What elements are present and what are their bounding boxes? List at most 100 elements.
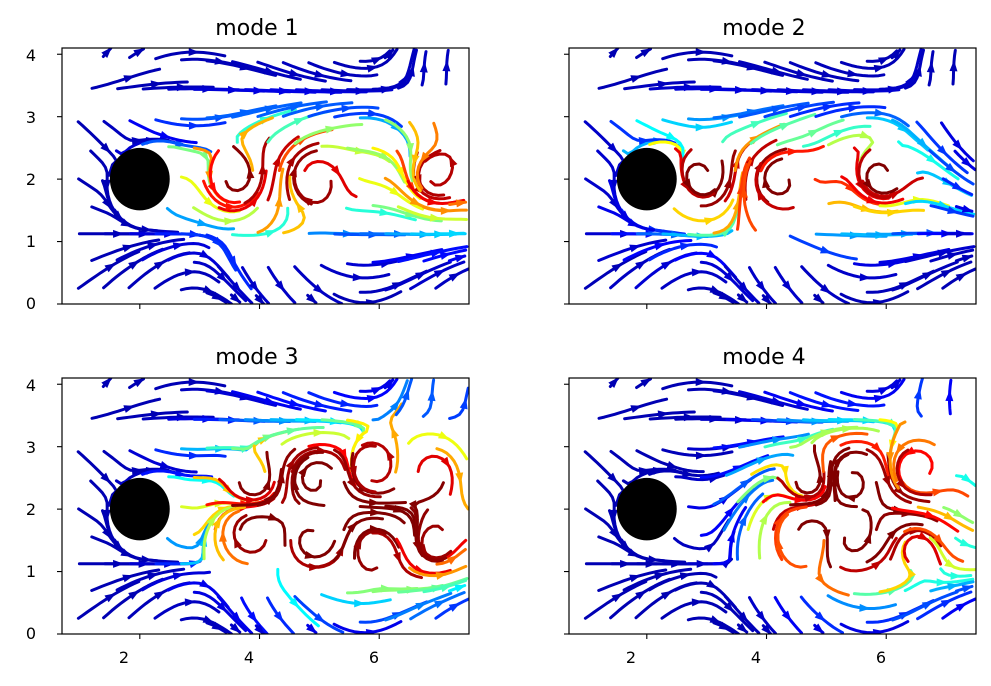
- streamline-arrow: [104, 263, 116, 273]
- streamline-arrow: [937, 145, 948, 156]
- streamline-arrow: [301, 196, 313, 206]
- streamline-arrow: [427, 197, 439, 206]
- streamline-arrow: [847, 69, 859, 78]
- streamline-arrow: [657, 80, 670, 89]
- streamline-arrow: [448, 603, 461, 612]
- x-tick-label: 4: [751, 648, 761, 667]
- streamline-arrow: [401, 388, 410, 401]
- streamline-arrow: [629, 574, 641, 583]
- streamline-arrow: [370, 508, 382, 517]
- streamline-arrow: [100, 142, 111, 154]
- streamline-arrow: [844, 494, 857, 503]
- cylinder-obstacle: [616, 147, 677, 211]
- streamline-arrow: [724, 506, 735, 518]
- streamline-arrow: [128, 590, 140, 600]
- streamline-arrow: [872, 299, 885, 304]
- streamline-arrow: [848, 104, 860, 113]
- streamline-arrow: [264, 230, 277, 238]
- streamline-arrow: [873, 64, 886, 73]
- streamline-arrow: [153, 260, 166, 270]
- streamline-arrow: [150, 80, 163, 89]
- streamline-arrow: [409, 196, 422, 206]
- streamline-arrow: [629, 244, 641, 253]
- streamline-arrow: [262, 478, 271, 491]
- x-tick-label: 4: [244, 648, 254, 667]
- streamline-arrow: [440, 584, 452, 593]
- streamline-arrow: [174, 139, 187, 148]
- streamline-arrow: [724, 177, 732, 189]
- streamline-arrow: [440, 206, 452, 215]
- streamline-arrow: [955, 602, 968, 612]
- streamline-arrow: [150, 410, 163, 419]
- streamline-arrow: [691, 268, 703, 277]
- x-tick-label: 6: [876, 648, 886, 667]
- streamline-arrow: [248, 280, 259, 292]
- streamline-arrow: [406, 143, 415, 155]
- streamline-arrow: [926, 154, 938, 164]
- streamline-arrow: [133, 48, 145, 58]
- streamline-arrow: [640, 48, 652, 58]
- streamline-arrow: [736, 622, 748, 634]
- streamline-arrow: [874, 108, 886, 117]
- streamlines: [76, 48, 469, 304]
- streamline-arrow: [312, 283, 325, 294]
- streamline-arrow: [771, 66, 783, 75]
- streamline-arrow: [230, 281, 242, 293]
- streamline-arrow: [893, 484, 905, 496]
- streamline-arrow: [430, 249, 443, 258]
- streamline-arrow: [896, 478, 907, 490]
- streamline-arrow: [306, 623, 318, 634]
- streamline-arrow: [203, 196, 215, 207]
- axes-frame: [61, 47, 470, 305]
- streamline-arrow: [122, 574, 134, 583]
- streamline-arrow: [123, 75, 136, 83]
- streamline-arrow: [737, 611, 749, 623]
- streamline-arrow: [393, 551, 401, 564]
- streamline-arrow: [340, 399, 352, 408]
- streamline-arrow: [660, 260, 673, 270]
- streamline-arrow: [695, 451, 707, 460]
- streamline-arrow: [795, 68, 808, 77]
- streamline-arrow: [449, 155, 458, 168]
- streamline-arrow: [921, 601, 934, 610]
- streamline-arrow: [630, 405, 643, 413]
- streamline-arrow: [635, 590, 647, 600]
- streamline-arrow: [159, 460, 172, 469]
- streamline-arrow: [211, 291, 224, 301]
- streamline-arrow: [288, 398, 301, 407]
- streamline-arrow: [816, 471, 825, 483]
- streamline-arrow: [886, 528, 898, 540]
- streamline-arrow: [367, 109, 379, 118]
- streamline-arrow: [718, 291, 731, 301]
- streamline-arrow: [122, 244, 134, 253]
- streamline-arrow: [813, 623, 825, 634]
- streamline-arrow: [807, 129, 820, 138]
- streamline-arrow: [640, 378, 652, 388]
- streamline-arrow: [755, 610, 766, 622]
- streamline-arrow: [352, 273, 364, 282]
- streamline-arrow: [727, 531, 735, 543]
- streamline-arrow: [101, 48, 112, 59]
- streamline-arrow: [188, 378, 200, 387]
- streamline-arrow: [638, 137, 650, 146]
- streamline-arrow: [207, 182, 217, 194]
- streamline-arrow: [454, 254, 467, 263]
- streamline-arrow: [949, 60, 958, 72]
- streamline-arrow: [112, 210, 124, 221]
- streamline-arrow: [365, 629, 378, 634]
- streamline-arrow: [338, 448, 347, 461]
- streamline-arrow: [415, 602, 427, 611]
- streamline-arrow: [943, 511, 955, 521]
- streamline-arrow: [737, 281, 749, 293]
- streamline-arrow: [815, 573, 826, 585]
- streamline-arrow: [368, 498, 381, 507]
- streamline-arrow: [795, 398, 808, 407]
- streamline-arrow: [267, 512, 280, 521]
- streamline-arrow: [245, 496, 258, 505]
- streamline-arrow: [720, 227, 732, 238]
- streamline-arrow: [933, 533, 944, 545]
- streamline-arrow: [830, 435, 842, 443]
- streamline-arrow: [695, 48, 707, 57]
- streamline-arrow: [383, 378, 394, 390]
- panel-4-title: mode 4: [722, 345, 805, 370]
